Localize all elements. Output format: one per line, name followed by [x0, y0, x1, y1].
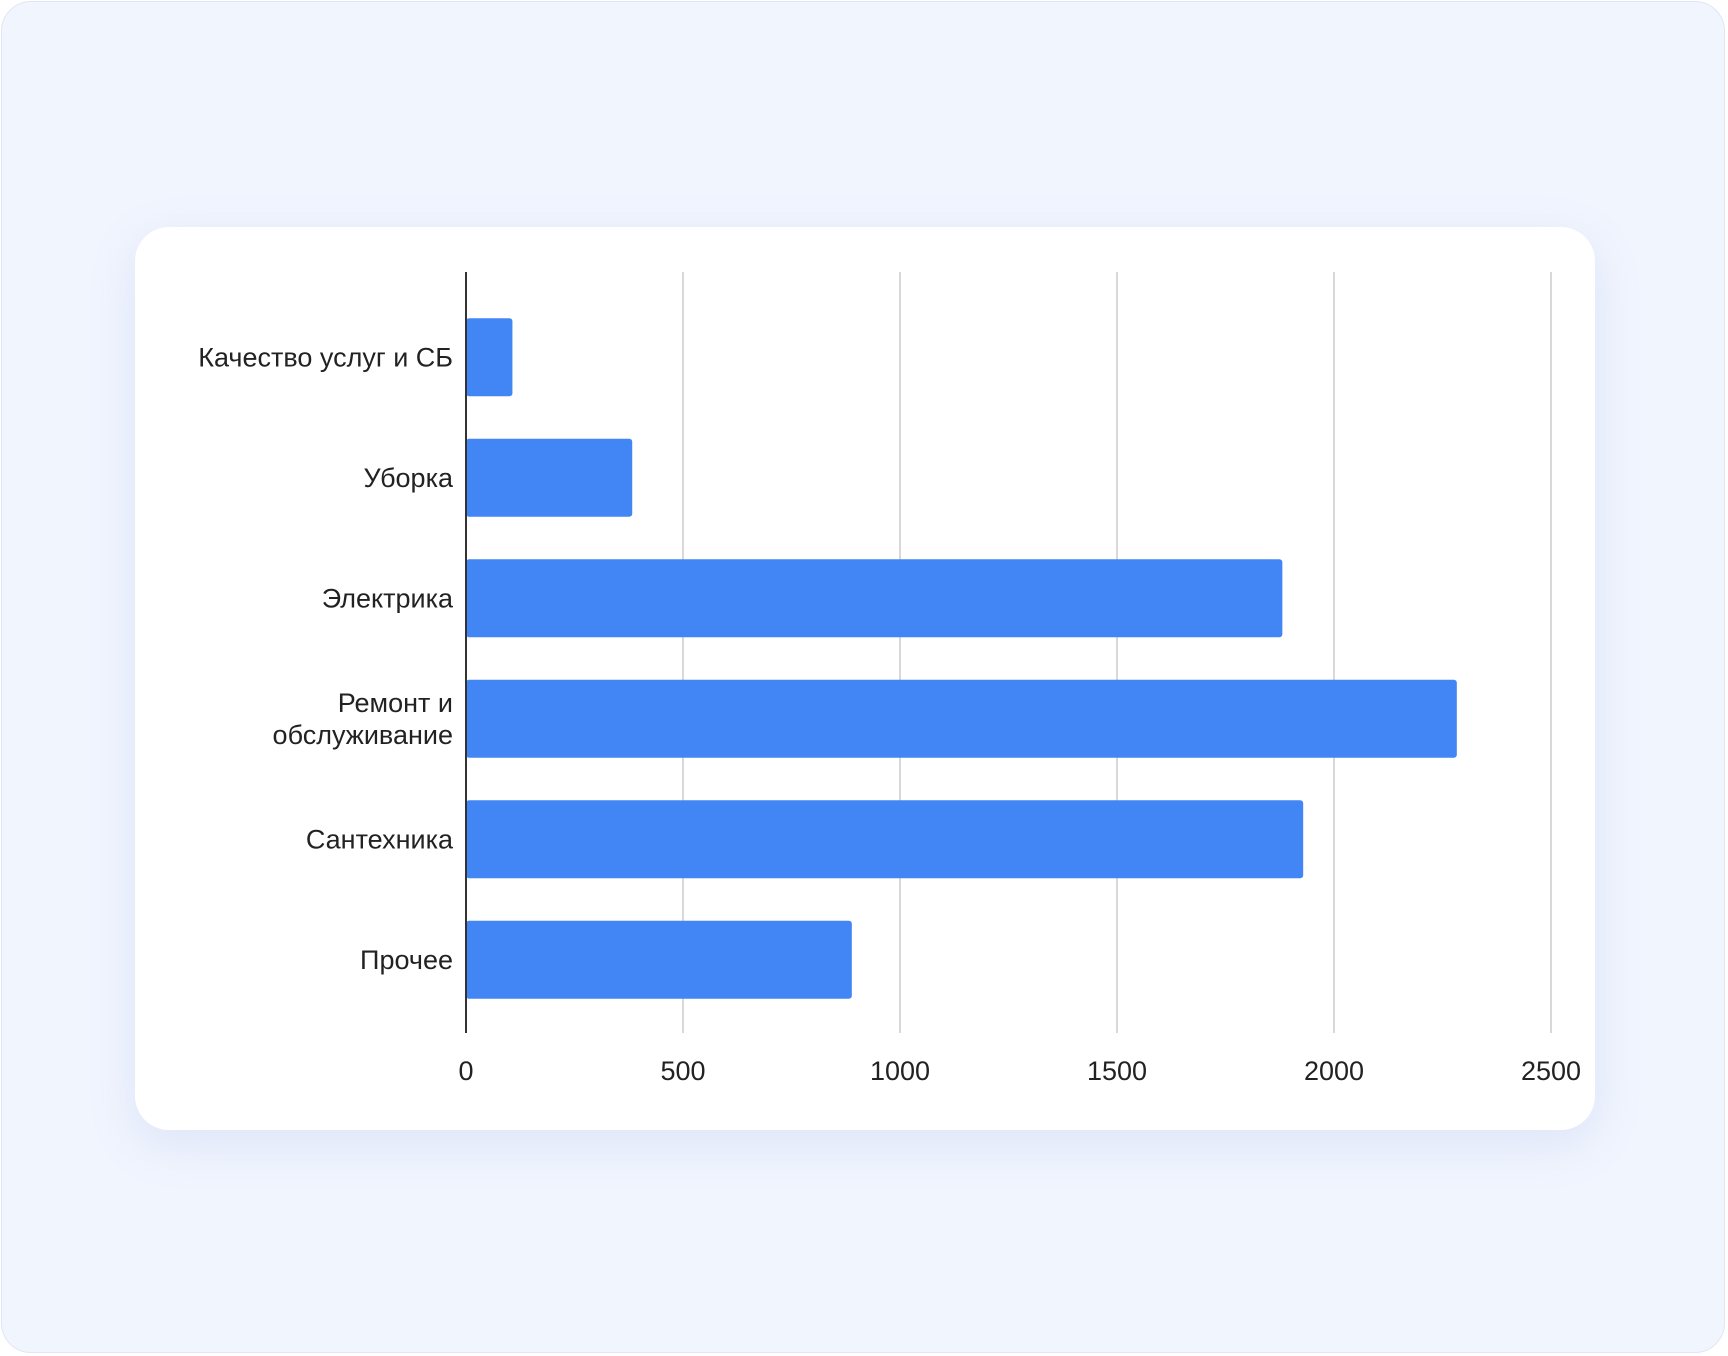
gridlines	[682, 272, 1552, 1033]
x-tick-label: 2500	[1521, 1056, 1581, 1086]
x-tick-label: 500	[660, 1056, 705, 1086]
bar	[466, 920, 852, 999]
category-label: Ремонт и	[338, 688, 453, 718]
bar	[466, 438, 633, 517]
chart-card: 0 500 1000 1500 2000 2500 Качество услуг и СБ У…	[135, 227, 1595, 1130]
category-label: Уборка	[364, 463, 454, 493]
category-label: обслуживание	[273, 720, 453, 750]
category-label: Электрика	[322, 583, 454, 613]
category-label: Прочее	[360, 945, 453, 975]
bar	[466, 679, 1457, 758]
category-label: Качество услуг и СБ	[198, 342, 453, 372]
x-tick-label: 1000	[870, 1056, 930, 1086]
bar	[466, 559, 1283, 638]
labels: 0 500 1000 1500 2000 2500 Качество услуг и СБ У…	[198, 342, 1581, 1086]
bar	[466, 800, 1304, 879]
category-label: Сантехника	[306, 824, 454, 854]
x-tick-label: 2000	[1304, 1056, 1364, 1086]
x-tick-label: 1500	[1087, 1056, 1147, 1086]
x-tick-label: 0	[458, 1056, 473, 1086]
horizontal-bar-chart: 0 500 1000 1500 2000 2500 Качество услуг и СБ У…	[198, 272, 1581, 1086]
bars	[466, 318, 1457, 999]
bar	[466, 318, 513, 397]
